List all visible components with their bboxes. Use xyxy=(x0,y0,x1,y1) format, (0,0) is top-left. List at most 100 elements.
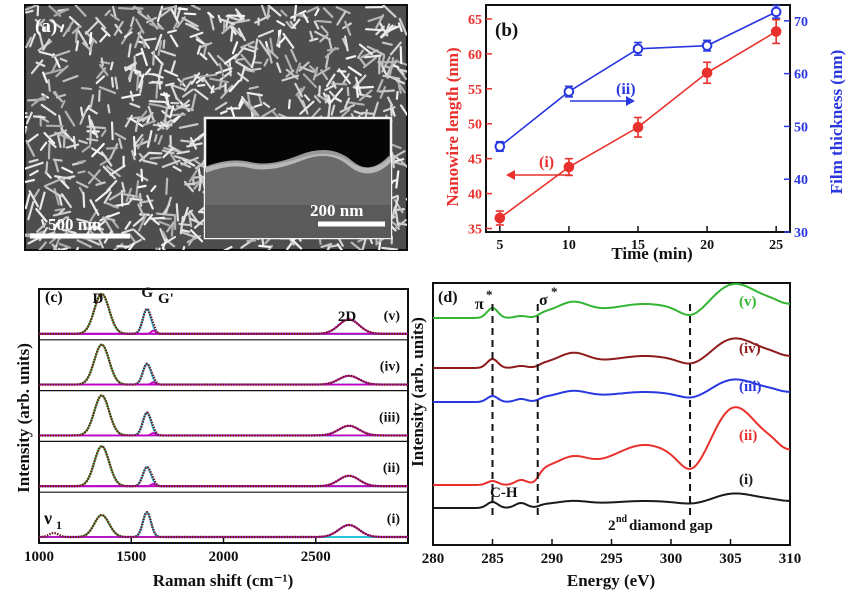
nanowire-streak xyxy=(53,222,59,231)
nanowire-streak xyxy=(89,119,99,139)
nanowire-streak xyxy=(157,40,163,56)
nanowire-streak xyxy=(100,27,111,37)
nanowire-streak xyxy=(53,8,69,17)
panel-c-frame xyxy=(38,288,409,544)
nanowire-streak xyxy=(266,5,271,20)
nanowire-streak xyxy=(135,73,140,92)
nanowire-streak xyxy=(190,229,204,243)
nanowire-streak xyxy=(179,230,198,239)
nanowire-streak xyxy=(42,38,51,51)
nanowire-streak xyxy=(89,199,100,216)
nanowire-streak xyxy=(189,137,198,150)
nanowire-streak xyxy=(60,193,72,209)
panel-c-label: (c) xyxy=(45,289,63,306)
y2-tick-label: 70 xyxy=(794,15,808,30)
nanowire-streak xyxy=(353,110,364,116)
nanowire-streak xyxy=(88,114,92,128)
nanowire-streak xyxy=(219,110,228,115)
nanowire-streak xyxy=(173,155,192,163)
nanowire-streak xyxy=(219,70,233,81)
nanowire-streak xyxy=(216,54,232,69)
nanowire-streak xyxy=(381,41,393,46)
nanowire-streak xyxy=(313,20,320,30)
nanowire-streak xyxy=(44,68,64,75)
data-point xyxy=(701,67,713,79)
data-point xyxy=(701,40,713,51)
nanowire-streak xyxy=(68,16,82,28)
nanowire-streak xyxy=(248,85,259,90)
nanowire-streak xyxy=(25,161,44,170)
nanowire-streak xyxy=(34,95,47,103)
nanowire-streak xyxy=(218,62,225,79)
panel-c-axes: 1000 1500 2000 2500 xyxy=(24,288,409,565)
nanowire-streak xyxy=(138,192,143,207)
nanowire-streak xyxy=(49,19,63,30)
nanowire-streak xyxy=(360,111,376,115)
panel-c: 1000 1500 2000 2500 (v) (iv) (iii) (ii) (i) D G G'… xyxy=(14,285,409,590)
nanowire-streak xyxy=(364,28,384,32)
nexafs-spectrum xyxy=(433,378,790,403)
nanowire-streak xyxy=(95,181,106,186)
nanowire-streak xyxy=(162,203,171,216)
nanowire-streak xyxy=(172,21,179,30)
nanowire-streak xyxy=(382,5,397,18)
nanowire-streak xyxy=(152,218,160,226)
data-point xyxy=(632,121,644,133)
nanowire-streak xyxy=(76,159,87,164)
gap-label-nd: nd xyxy=(616,514,628,525)
nanowire-streak xyxy=(197,167,202,182)
nanowire-streak xyxy=(215,67,233,75)
nanowire-streak xyxy=(84,20,100,35)
nanowire-streak xyxy=(25,36,32,49)
x-tick-label: 5 xyxy=(496,238,503,253)
arrowhead xyxy=(626,96,635,106)
nanowire-streak xyxy=(190,93,197,112)
nanowire-streak xyxy=(65,143,80,149)
nanowire-streak xyxy=(335,6,351,15)
nexafs-spectrum xyxy=(433,492,790,509)
nanowire-streak xyxy=(58,114,64,135)
y-tick-label: 45 xyxy=(468,153,482,168)
nanowire-streak xyxy=(199,52,208,61)
panel-b-label: (b) xyxy=(495,20,518,41)
panel-d-axes: 280 285 290 295 300 305 310 xyxy=(422,282,802,567)
nanowire-streak xyxy=(200,42,213,48)
fit-component xyxy=(39,445,408,488)
nanowire-streak xyxy=(25,9,34,14)
panel-d: 280 285 290 295 300 305 310 (v) (iv) (iii) (ii) (i… xyxy=(408,282,802,590)
nanowire-streak xyxy=(312,66,319,81)
nanowire-streak xyxy=(143,119,157,126)
nanowire-streak xyxy=(139,80,144,94)
nanowire-streak xyxy=(172,165,182,172)
x-tick-label: 20 xyxy=(700,238,714,253)
nanowire-streak xyxy=(189,31,204,39)
sem-inset: 200 nm xyxy=(203,116,393,240)
nanowire-streak xyxy=(379,24,394,39)
nanowire-streak xyxy=(55,65,69,78)
nanowire-streak xyxy=(109,143,119,160)
x-tick-label: 310 xyxy=(779,551,802,567)
nanowire-streak xyxy=(209,77,230,84)
nanowire-streak xyxy=(228,79,241,93)
nanowire-streak xyxy=(184,182,196,186)
x-tick-label: 10 xyxy=(562,238,576,253)
nanowire-streak xyxy=(27,201,35,221)
nanowire-streak xyxy=(395,90,399,100)
nanowire-streak xyxy=(142,159,158,165)
nanowire-streak xyxy=(159,228,166,242)
panel-d-ylabel: Intensity (arb. units) xyxy=(408,317,427,467)
nanowire-streak xyxy=(189,217,204,226)
nanowire-streak xyxy=(157,61,164,79)
spectrum-label: (i) xyxy=(387,512,401,527)
panel-c-ylabel: Intensity (arb. units) xyxy=(14,343,33,493)
nanowire-streak xyxy=(110,13,120,22)
y2-tick-label: 30 xyxy=(794,226,808,241)
nanowire-streak xyxy=(180,139,194,144)
annotation-ii: (ii) xyxy=(616,81,636,98)
nanowire-streak xyxy=(75,30,78,44)
nanowire-streak xyxy=(339,103,356,114)
nanowire-streak xyxy=(138,152,145,160)
nanowire-streak xyxy=(198,179,202,192)
nanowire-streak xyxy=(86,137,99,142)
nanowire-streak xyxy=(190,5,201,11)
